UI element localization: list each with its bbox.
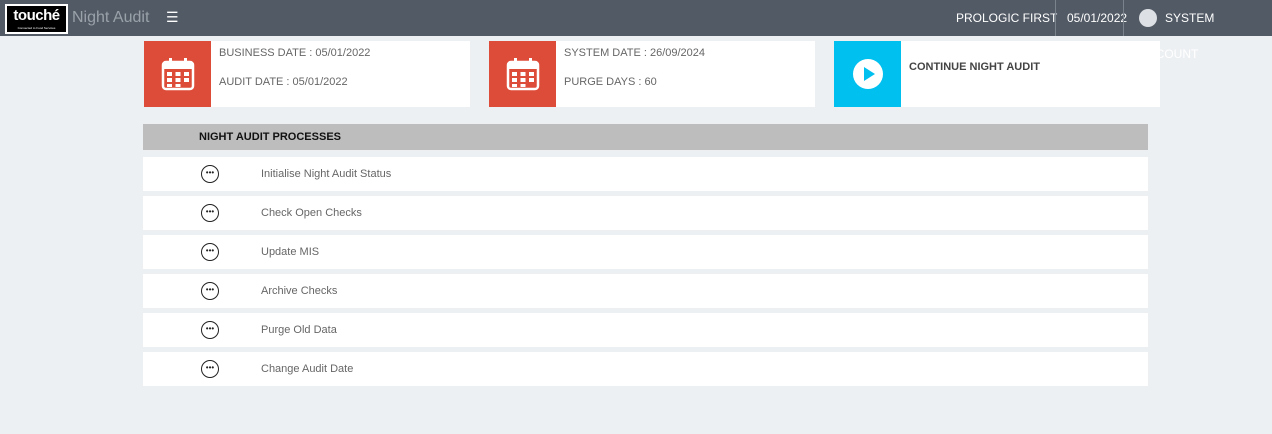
ellipsis-circle-icon[interactable]: ••• bbox=[201, 321, 219, 339]
process-label: Check Open Checks bbox=[261, 207, 362, 219]
ellipsis-circle-icon[interactable]: ••• bbox=[201, 243, 219, 261]
calendar-icon bbox=[144, 41, 211, 107]
processes-header: NIGHT AUDIT PROCESSES bbox=[143, 124, 1148, 150]
user-menu[interactable]: SYSTEM ACCOUNT bbox=[1123, 0, 1272, 61]
top-header: touché Connected to Food Services Night A… bbox=[0, 0, 1272, 61]
process-row: ••• Update MIS bbox=[143, 235, 1148, 269]
business-date: BUSINESS DATE : 05/01/2022 bbox=[219, 47, 371, 59]
process-label: Purge Old Data bbox=[261, 324, 337, 336]
process-row: ••• Archive Checks bbox=[143, 274, 1148, 308]
audit-date: AUDIT DATE : 05/01/2022 bbox=[219, 76, 348, 88]
process-row: ••• Purge Old Data bbox=[143, 313, 1148, 347]
touche-logo[interactable]: touché Connected to Food Services bbox=[5, 4, 68, 34]
ellipsis-circle-icon[interactable]: ••• bbox=[201, 282, 219, 300]
continue-night-audit-button[interactable]: CONTINUE NIGHT AUDIT bbox=[834, 41, 1160, 107]
app-title: Night Audit bbox=[72, 9, 150, 26]
system-date: SYSTEM DATE : 26/09/2024 bbox=[564, 47, 706, 59]
ellipsis-circle-icon[interactable]: ••• bbox=[201, 360, 219, 378]
business-date-card: BUSINESS DATE : 05/01/2022 AUDIT DATE : … bbox=[144, 41, 470, 107]
process-row: ••• Check Open Checks bbox=[143, 196, 1148, 230]
process-label: Archive Checks bbox=[261, 285, 338, 297]
system-date-card: SYSTEM DATE : 26/09/2024 PURGE DAYS : 60 bbox=[489, 41, 815, 107]
process-label: Initialise Night Audit Status bbox=[261, 168, 392, 180]
avatar-icon bbox=[1139, 8, 1157, 27]
purge-days: PURGE DAYS : 60 bbox=[564, 76, 657, 88]
process-row: ••• Change Audit Date bbox=[143, 352, 1148, 386]
hamburger-icon[interactable]: ☰ bbox=[166, 9, 179, 25]
property-name[interactable]: PROLOGIC FIRST bbox=[956, 11, 1058, 25]
continue-label: CONTINUE NIGHT AUDIT bbox=[909, 61, 1040, 73]
process-row: ••• Initialise Night Audit Status bbox=[143, 157, 1148, 191]
process-label: Change Audit Date bbox=[261, 363, 354, 375]
ellipsis-circle-icon[interactable]: ••• bbox=[201, 204, 219, 222]
play-icon bbox=[834, 41, 901, 107]
calendar-icon bbox=[489, 41, 556, 107]
header-date: 05/01/2022 bbox=[1055, 0, 1138, 36]
ellipsis-circle-icon[interactable]: ••• bbox=[201, 165, 219, 183]
process-label: Update MIS bbox=[261, 246, 320, 258]
